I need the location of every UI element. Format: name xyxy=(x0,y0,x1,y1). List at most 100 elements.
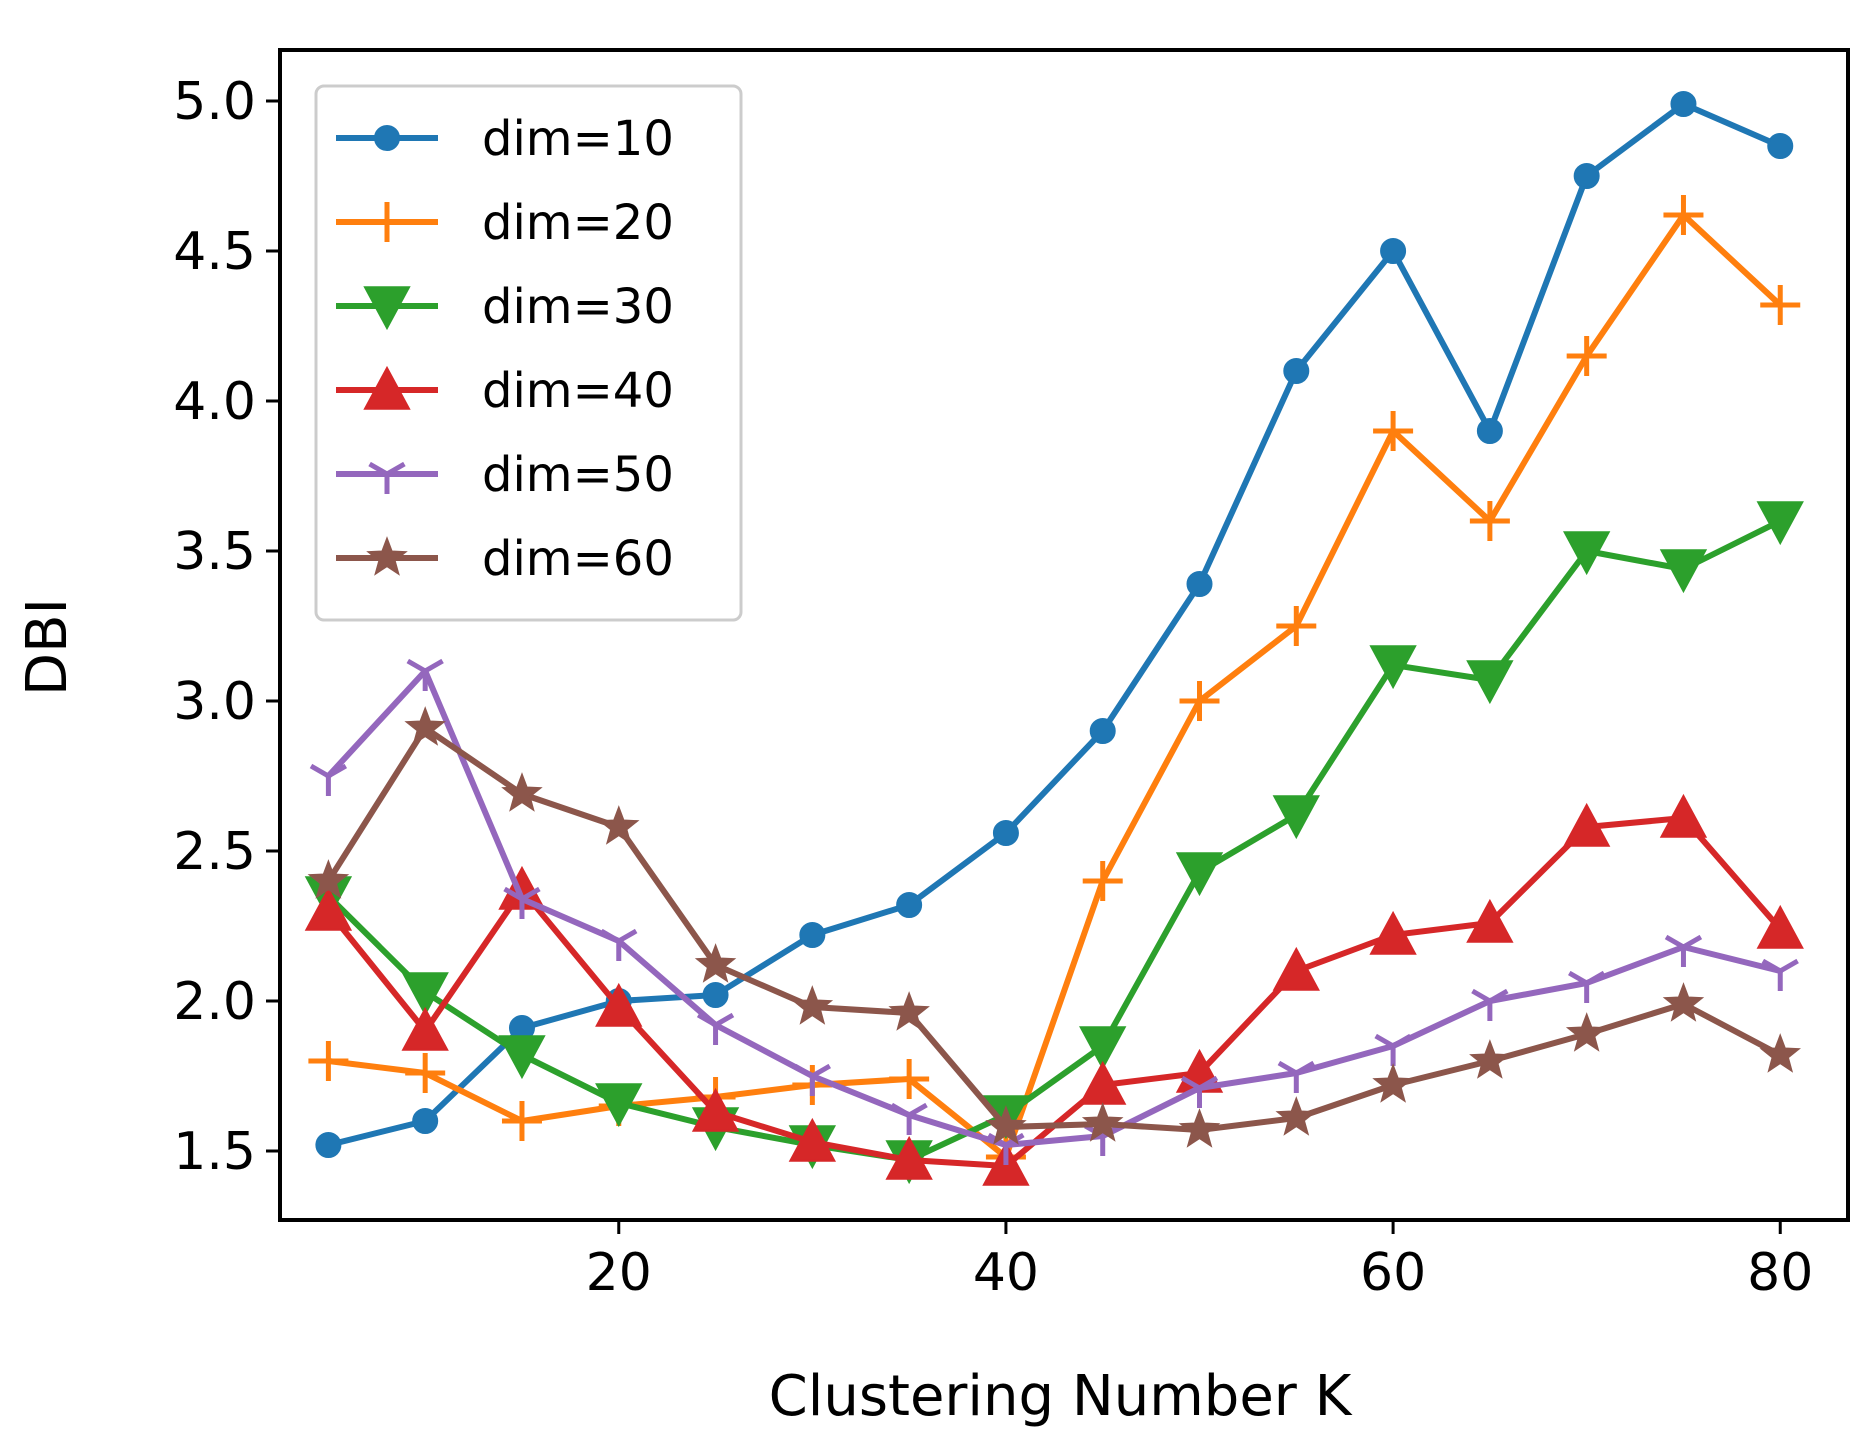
data-point xyxy=(1374,1033,1412,1066)
data-point xyxy=(896,892,923,918)
data-point xyxy=(1760,285,1801,325)
data-point xyxy=(1471,988,1509,1021)
tri-marker-left xyxy=(696,1012,717,1028)
data-point xyxy=(597,805,640,845)
data-point xyxy=(1767,133,1794,159)
legend: dim=10 dim=20 dim=30 dim=40 dim=50 dim=60 xyxy=(314,84,743,622)
data-point xyxy=(1670,91,1697,117)
series-dim-20 xyxy=(308,195,1801,1177)
data-point xyxy=(793,1063,831,1096)
y-tick-label: 3.0 xyxy=(173,672,256,732)
axes-layer: 20 40 60 80 1.5 2.0 2.5 3.0 3.5 4.0 4.5 5.0 xyxy=(173,48,1850,1303)
data-point xyxy=(401,972,449,1017)
data-point xyxy=(1466,660,1514,705)
triangle-up-marker xyxy=(401,1006,449,1051)
y-tick-label: 4.0 xyxy=(173,372,256,432)
tri-marker-left xyxy=(1761,958,1782,974)
data-point xyxy=(1568,970,1606,1003)
triangle-up-marker xyxy=(1756,904,1804,949)
tri-marker-left xyxy=(1568,970,1588,986)
data-point xyxy=(1662,982,1705,1022)
star-marker xyxy=(888,991,930,1031)
tri-marker-right xyxy=(1779,958,1799,974)
data-point xyxy=(308,1041,349,1081)
data-point xyxy=(1566,336,1607,376)
legend-label: dim=10 xyxy=(482,111,674,167)
tri-marker-left xyxy=(600,928,621,944)
x-tick-label: 40 xyxy=(973,1243,1039,1303)
x-tick-label: 60 xyxy=(1360,1243,1426,1303)
data-point xyxy=(1186,571,1213,597)
circle-marker xyxy=(1380,238,1407,264)
data-point xyxy=(1466,898,1514,943)
data-point xyxy=(401,1006,449,1051)
data-point xyxy=(307,859,350,899)
legend-entry: dim=40 xyxy=(336,363,674,419)
data-point xyxy=(1178,1108,1221,1148)
data-point xyxy=(501,772,543,812)
circle-marker xyxy=(1089,718,1116,744)
legend-label: dim=40 xyxy=(482,363,674,419)
data-point xyxy=(595,1083,643,1128)
y-tick-label: 3.5 xyxy=(173,522,256,582)
tri-marker-right xyxy=(1198,1075,1219,1091)
star-marker xyxy=(404,706,447,746)
data-point xyxy=(498,1035,546,1080)
star-marker xyxy=(1081,1102,1124,1142)
legend-entry: dim=20 xyxy=(336,195,674,251)
x-tick-label: 20 xyxy=(586,1243,652,1303)
y-tick-label: 1.5 xyxy=(173,1122,256,1182)
data-point xyxy=(309,763,348,796)
y-tick-label: 2.0 xyxy=(173,972,256,1032)
tri-marker-right xyxy=(1682,934,1703,950)
star-marker xyxy=(694,943,737,983)
data-point xyxy=(1081,1102,1124,1142)
legend-marker xyxy=(363,286,411,331)
star-marker xyxy=(1469,1039,1511,1079)
data-point xyxy=(1272,795,1320,840)
data-point xyxy=(501,1101,542,1141)
data-point xyxy=(404,706,447,746)
circle-marker xyxy=(1186,571,1213,597)
circle-marker xyxy=(1476,418,1503,444)
circle-marker xyxy=(374,125,400,151)
star-marker xyxy=(597,805,640,845)
tri-marker-right xyxy=(385,461,406,477)
triangle-down-marker xyxy=(1175,852,1224,897)
circle-marker xyxy=(412,1108,439,1134)
tri-marker-left xyxy=(503,886,524,902)
triangle-up-marker xyxy=(1272,946,1320,991)
axes-frame xyxy=(278,48,1850,1222)
data-point xyxy=(1079,1026,1127,1071)
tri-marker-right xyxy=(520,886,541,902)
triangle-up-marker xyxy=(885,1135,933,1180)
data-point xyxy=(985,1105,1027,1145)
data-point xyxy=(992,820,1019,846)
triangle-down-marker xyxy=(363,286,411,331)
star-marker xyxy=(791,985,834,1025)
legend-label: dim=20 xyxy=(482,195,674,251)
tri-marker-right xyxy=(907,1102,928,1118)
data-point xyxy=(1664,934,1703,967)
triangle-up-marker xyxy=(363,365,411,410)
star-marker xyxy=(307,859,350,899)
series-dim-60 xyxy=(307,706,1801,1148)
data-point xyxy=(1272,946,1320,991)
data-point xyxy=(888,991,930,1031)
data-point xyxy=(1175,852,1224,897)
data-point xyxy=(890,1102,928,1135)
series-dim-10 xyxy=(315,91,1794,1158)
star-marker xyxy=(501,772,543,812)
triangle-up-marker xyxy=(1466,898,1514,943)
data-point xyxy=(405,1053,446,1093)
tri-marker-right xyxy=(811,1063,831,1079)
legend-marker xyxy=(363,365,411,410)
data-point xyxy=(1380,238,1407,264)
circle-marker xyxy=(896,892,923,918)
data-point xyxy=(595,982,643,1027)
series-line xyxy=(325,518,1784,1163)
tri-marker-left xyxy=(793,1063,814,1079)
triangle-down-marker xyxy=(595,1083,643,1128)
y-axis-label: DBI xyxy=(15,598,80,696)
triangle-down-marker xyxy=(401,972,449,1017)
